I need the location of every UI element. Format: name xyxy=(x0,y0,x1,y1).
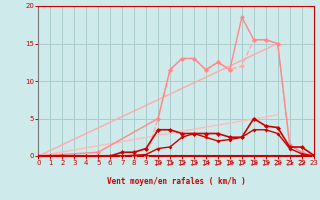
X-axis label: Vent moyen/en rafales ( km/h ): Vent moyen/en rafales ( km/h ) xyxy=(107,177,245,186)
